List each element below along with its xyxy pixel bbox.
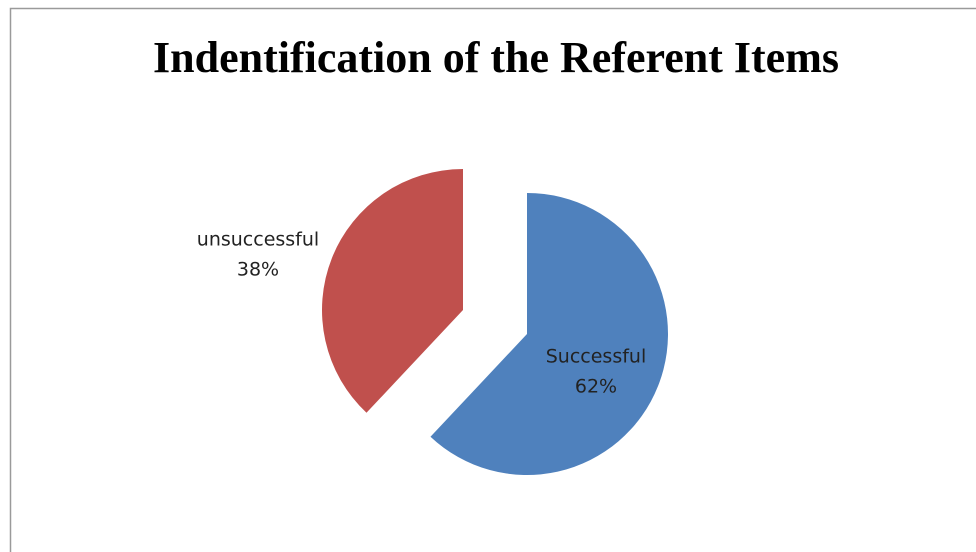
pie-slice: [322, 169, 463, 413]
chart-title: Indentification of the Referent Items: [153, 33, 839, 82]
slice-label: Successful: [546, 346, 647, 368]
slice-value-label: 38%: [237, 259, 279, 281]
pie-slice: [430, 193, 669, 475]
slice-value-label: 62%: [575, 376, 617, 398]
slice-label: unsuccessful: [197, 229, 319, 251]
